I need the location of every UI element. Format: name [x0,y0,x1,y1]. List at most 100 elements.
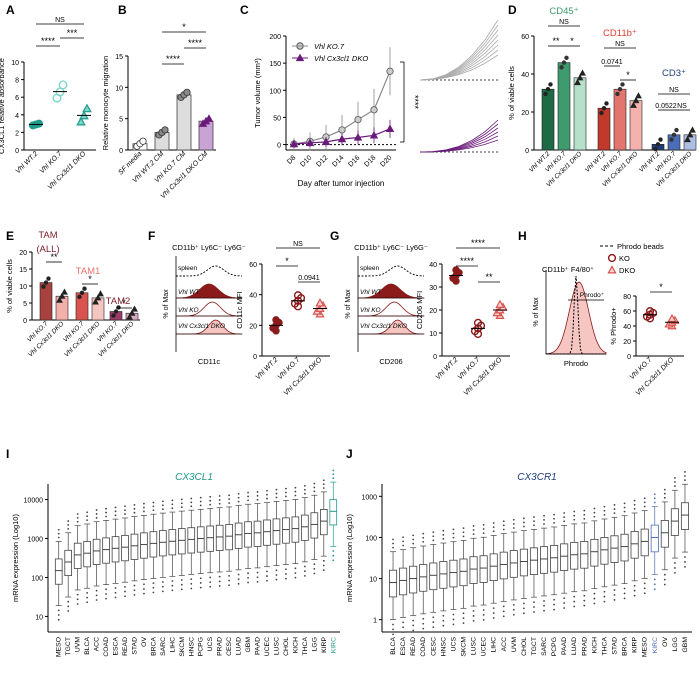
panel-i-box [159,530,167,557]
panel-g-y-tick-label: 40 [429,262,437,269]
panel-d-point [576,74,584,81]
panel-j-x-tick-label: HNSC [440,637,447,656]
panel-j-x-tick-label: UVM [511,637,518,652]
panel-j-outlier [674,477,676,479]
panel-i-x-tick-label: COAD [103,637,110,657]
panel-b-point [183,88,191,96]
panel-i-outlier [199,586,202,589]
panel-i-box [244,521,252,548]
panel-j-outlier [643,592,646,595]
panel-i-x-tick-label: CHOL [283,637,290,656]
panel-f-sig: * [285,256,289,266]
panel-j-outlier [593,511,596,514]
panel-i-outlier [190,505,193,508]
panel-i-outlier [152,582,155,585]
panel-j-outlier [553,517,555,520]
panel-j-x-tick-label: LIHC [491,637,498,653]
panel-c-x-tick-label: D20 [379,154,393,168]
panel-j-outlier [684,556,686,558]
panel-h-legend-label: DKO [619,266,635,275]
panel-i-box [291,516,300,543]
panel-j-box [650,524,659,553]
panel-i-outlier [143,506,145,509]
panel-j-outlier [482,528,485,530]
panel-f-point [293,291,303,300]
panel-h-y-tick-label: 0 [627,354,631,361]
panel-i-outlier [285,573,287,575]
panel-i-box [177,528,186,555]
panel-j-outlier [502,605,505,608]
panel-g-histogram-y-label: % of Max [345,289,352,319]
panel-j-outlier [573,605,576,608]
panel-d-point [564,55,569,61]
panel-j-outlier [573,600,576,603]
panel-d-bar [541,88,555,151]
panel-e-point [94,294,102,301]
panel-j-outlier [523,525,525,528]
panel-j-box [419,564,428,592]
panel-i-outlier [114,587,117,589]
panel-d-point [630,101,637,108]
panel-i-box [310,512,319,539]
panel-j-outlier [674,485,676,488]
panel-i-outlier [322,559,325,562]
panel-d-point [559,65,564,70]
panel-h-legend: Phrodo beads KO DKO [600,242,664,275]
panel-j-outlier [533,520,535,523]
panel-i-outlier [294,494,297,497]
panel-j-box [439,561,448,589]
panel-j-outlier [432,626,435,629]
panel-j-outlier [663,488,666,491]
panel-j-outlier [623,592,626,595]
panel-i-outlier [105,588,107,591]
panel-i-outlier [247,581,249,584]
panel-i-outlier [275,569,278,572]
panel-g-x-tick-label: Vhl WT.2 [435,356,460,381]
panel-b-sig-1: * [182,22,186,32]
panel-d-group-title: CD45⁺ [549,6,578,17]
panel-i-outlier [218,495,221,497]
panel-b-y-axis-label: Relative monocyte migration [101,56,110,151]
panel-c-y-tick-label: 150 [269,61,281,68]
panel-f-spleen-curve [175,265,243,277]
panel-i-outlier [303,488,306,491]
panel-j-outlier [643,497,646,500]
panel-g-y-tick-label: 0 [433,354,437,361]
panel-i-outlier [180,588,183,591]
panel-c-y-tick-label: 200 [269,34,281,41]
panel-j-outlier [663,573,666,576]
panel-j-outlier [472,615,475,617]
panel-j-outlier [684,479,686,482]
panel-label: D [508,3,517,17]
panel-j-outlier [583,513,586,516]
panel-h-sig: * [659,282,663,292]
panel-d-point [601,106,607,111]
panel-i-outlier [275,488,278,491]
panel-i-outlier [161,581,164,583]
panel-g-hist-label: Vhl KO [360,307,381,314]
panel-f-y-tick-label: 20 [249,323,257,330]
panel-i-outlier [322,569,325,572]
panel-d-sig: NS [559,19,569,26]
panel-c-y-tick-label: 0 [277,143,281,150]
panel-i-outlier [322,564,325,567]
panel-j-outlier [462,612,465,615]
panel-i-outlier [143,592,145,595]
panel-e-sig: * [122,298,126,308]
panel-d-bar [557,62,571,151]
panel-d-y-tick-label: 0 [525,148,529,155]
panel-h-gate-label: Phrodo⁺ [580,292,605,299]
panel-f-sig: 0.0941 [298,275,320,282]
panel-g-spleen-curve [357,265,425,277]
panel-e-point [113,309,119,314]
panel-e-y-axis-label: % of viable cells [5,259,14,313]
panel-j-outlier [402,540,404,543]
panel-c-individual-ko [419,49,499,81]
panel-i-x-tick-label: BRCA [150,637,157,656]
panel-j-outlier [684,475,686,477]
panel-i-outlier [133,511,136,514]
panel-i-outlier [95,509,98,511]
panel-i-outlier [190,497,193,500]
panel-i-outlier [190,501,193,504]
panel-i-outlier [57,618,60,621]
